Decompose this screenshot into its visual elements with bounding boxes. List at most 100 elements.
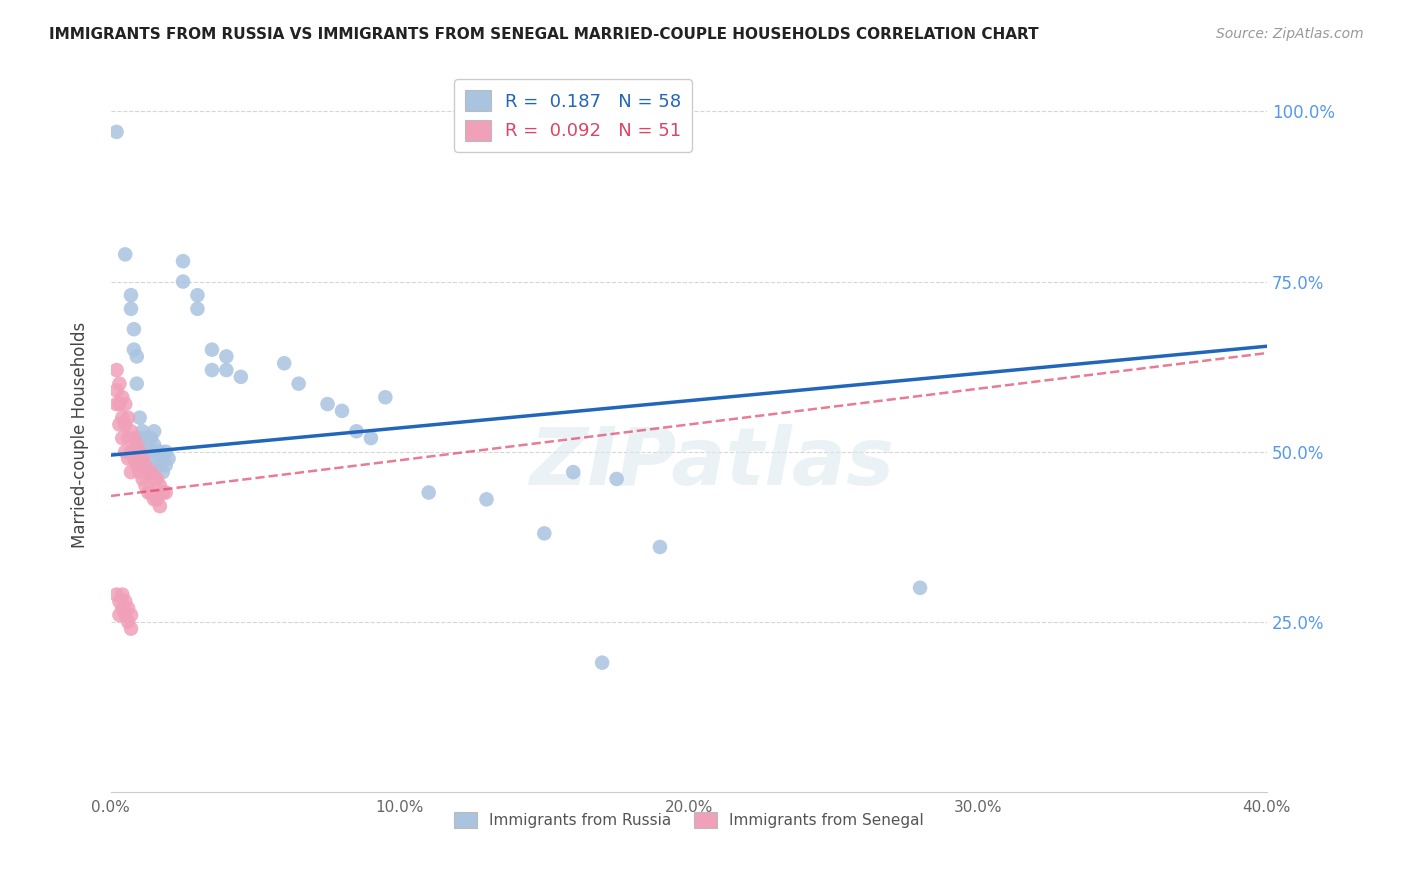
Point xyxy=(122,431,145,445)
Point xyxy=(111,588,134,602)
Point xyxy=(146,458,169,473)
Point xyxy=(131,425,153,439)
Point xyxy=(105,363,128,377)
Point xyxy=(114,607,136,622)
Point xyxy=(146,472,169,486)
Point xyxy=(141,431,163,445)
Point xyxy=(108,607,131,622)
Point xyxy=(131,472,153,486)
Point xyxy=(155,485,177,500)
Point xyxy=(172,254,194,268)
Point xyxy=(316,397,339,411)
Point xyxy=(138,465,160,479)
Point xyxy=(117,615,139,629)
Point xyxy=(122,322,145,336)
Point xyxy=(186,301,208,316)
Point xyxy=(128,444,150,458)
Point xyxy=(114,397,136,411)
Text: Source: ZipAtlas.com: Source: ZipAtlas.com xyxy=(1216,27,1364,41)
Point xyxy=(374,390,396,404)
Point xyxy=(141,444,163,458)
Point xyxy=(201,343,224,357)
Point xyxy=(117,410,139,425)
Point xyxy=(108,397,131,411)
Point xyxy=(143,425,166,439)
Point xyxy=(131,451,153,466)
Point xyxy=(138,451,160,466)
Point xyxy=(134,458,156,473)
Point xyxy=(157,451,180,466)
Point xyxy=(111,410,134,425)
Point xyxy=(128,458,150,473)
Point xyxy=(120,465,142,479)
Point xyxy=(125,458,148,473)
Point xyxy=(143,438,166,452)
Point xyxy=(606,472,628,486)
Point xyxy=(143,472,166,486)
Point xyxy=(149,458,172,473)
Legend: Immigrants from Russia, Immigrants from Senegal: Immigrants from Russia, Immigrants from … xyxy=(447,806,929,834)
Point xyxy=(128,410,150,425)
Point xyxy=(111,431,134,445)
Point xyxy=(908,581,931,595)
Point xyxy=(155,444,177,458)
Point xyxy=(360,431,382,445)
Point xyxy=(128,444,150,458)
Point xyxy=(533,526,555,541)
Point xyxy=(134,479,156,493)
Point xyxy=(149,499,172,513)
Point xyxy=(120,622,142,636)
Point xyxy=(141,485,163,500)
Point xyxy=(125,350,148,364)
Point xyxy=(138,485,160,500)
Point xyxy=(591,656,613,670)
Point xyxy=(201,363,224,377)
Point xyxy=(134,458,156,473)
Point xyxy=(138,465,160,479)
Point xyxy=(105,397,128,411)
Point xyxy=(114,594,136,608)
Point xyxy=(117,431,139,445)
Text: ZIPatlas: ZIPatlas xyxy=(530,425,894,502)
Point xyxy=(114,444,136,458)
Point xyxy=(128,465,150,479)
Point xyxy=(120,288,142,302)
Point xyxy=(138,438,160,452)
Point xyxy=(111,390,134,404)
Point xyxy=(108,376,131,391)
Point xyxy=(475,492,498,507)
Point xyxy=(273,356,295,370)
Point xyxy=(131,438,153,452)
Point xyxy=(125,376,148,391)
Point xyxy=(155,458,177,473)
Point xyxy=(105,125,128,139)
Point xyxy=(149,444,172,458)
Point xyxy=(215,363,238,377)
Point xyxy=(125,438,148,452)
Point xyxy=(134,444,156,458)
Point xyxy=(287,376,309,391)
Point xyxy=(114,247,136,261)
Point xyxy=(146,492,169,507)
Y-axis label: Married-couple Households: Married-couple Households xyxy=(72,322,89,548)
Point xyxy=(108,417,131,432)
Point xyxy=(128,431,150,445)
Point xyxy=(215,350,238,364)
Point xyxy=(117,601,139,615)
Point xyxy=(134,431,156,445)
Point xyxy=(122,451,145,466)
Point xyxy=(152,485,174,500)
Point xyxy=(120,607,142,622)
Point xyxy=(152,465,174,479)
Point xyxy=(149,479,172,493)
Point xyxy=(330,404,353,418)
Point xyxy=(186,288,208,302)
Point xyxy=(562,465,585,479)
Point xyxy=(122,343,145,357)
Point xyxy=(120,425,142,439)
Point xyxy=(143,492,166,507)
Point xyxy=(108,594,131,608)
Point xyxy=(152,451,174,466)
Point xyxy=(131,451,153,466)
Point xyxy=(418,485,440,500)
